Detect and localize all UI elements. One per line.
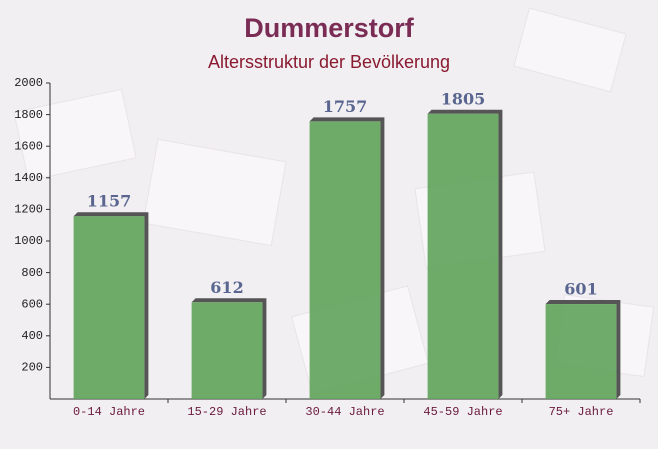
x-tick-label: 15-29 Jahre [187,405,266,419]
x-tick-label: 0-14 Jahre [73,405,145,419]
bar [191,302,263,399]
x-tick-label: 75+ Jahre [549,405,614,419]
x-tick-label: 30-44 Jahre [305,405,384,419]
value-label: 612 [210,278,243,297]
value-label: 1805 [441,89,486,108]
bar [73,216,145,399]
bar [309,121,381,400]
y-tick-label: 1000 [14,234,43,248]
x-tick-label: 45-59 Jahre [423,405,502,419]
y-tick-label: 1200 [14,203,43,217]
value-label: 1757 [323,97,368,116]
y-tick-label: 200 [21,361,43,375]
y-tick-label: 2000 [14,76,43,90]
chart-subtitle: Altersstruktur der Bevölkerung [208,52,450,72]
y-tick-label: 800 [21,266,43,280]
value-label: 601 [564,280,597,299]
value-label: 1157 [87,192,132,211]
y-tick-label: 1800 [14,108,43,122]
chart-title: Dummerstorf [244,13,415,43]
y-tick-label: 1600 [14,139,43,153]
bar [545,304,617,399]
y-tick-label: 400 [21,329,43,343]
y-tick-label: 600 [21,297,43,311]
bar [427,113,499,399]
y-tick-label: 1400 [14,171,43,185]
